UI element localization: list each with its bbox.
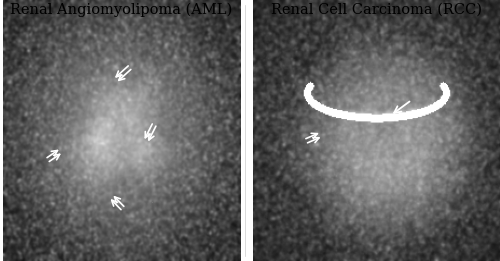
Text: Renal Cell Carcinoma (RCC): Renal Cell Carcinoma (RCC) <box>271 3 482 17</box>
Text: Renal Angiomyolipoma (AML): Renal Angiomyolipoma (AML) <box>10 3 232 17</box>
